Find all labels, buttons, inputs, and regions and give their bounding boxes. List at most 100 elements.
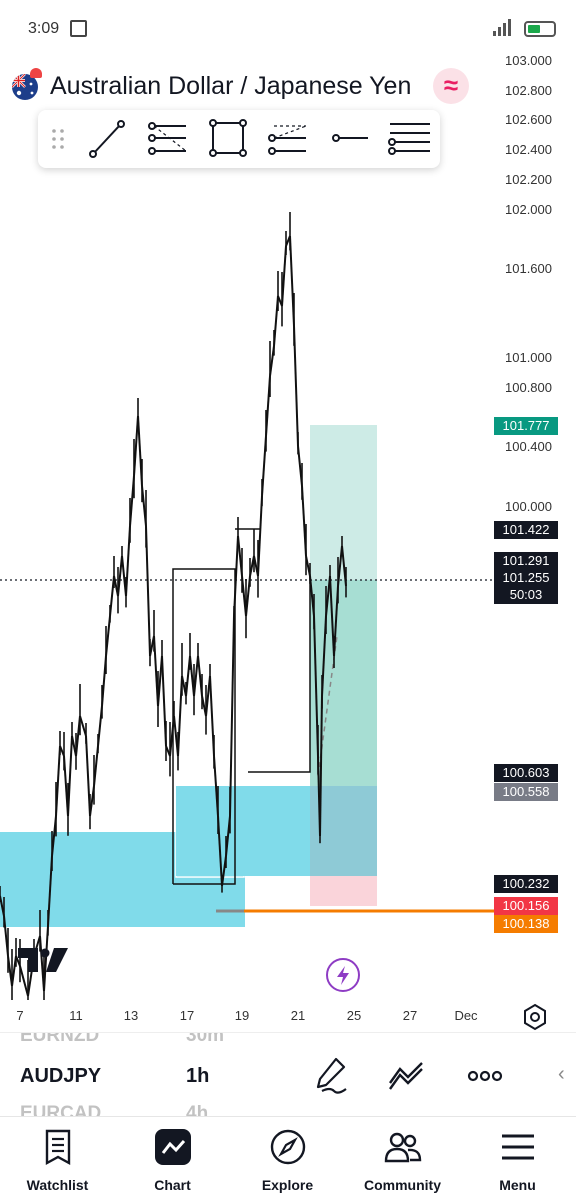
rectangle-icon[interactable] [200,110,256,168]
chart-icon [155,1129,191,1165]
price-tag: 100.232 [494,875,558,893]
price-path-segment [301,485,307,557]
price-path-segment [237,535,243,577]
price-path-segment [193,655,199,697]
price-tag: 100.138 [494,915,558,933]
price-path-segment [329,575,335,657]
fib-retracement-icon[interactable] [140,110,196,168]
price-axis-label: 100.400 [505,439,552,455]
price-axis-label: 103.000 [505,53,552,68]
price-path-segment [221,855,227,887]
parallel-channel-icon[interactable] [260,110,316,168]
settings-icon[interactable] [521,1003,549,1031]
price-tag: 100.156 [494,897,558,915]
price-path-segment [293,325,299,447]
price-path-segment [129,475,135,527]
price-chart[interactable]: 103.000 102.800 102.600 102.400 102.200 102.0… [0,53,576,1000]
nav-label-menu: Menu [499,1177,536,1193]
time-axis-label: 13 [123,1008,139,1023]
price-path-segment [145,525,151,657]
price-path-segment [105,615,111,657]
price-path-segment [125,525,131,597]
price-axis-label: 102.600 [505,112,552,128]
trend-line-icon[interactable] [80,110,136,168]
price-tag: 100.603 [494,764,558,782]
chart-canvas[interactable] [0,56,576,1000]
prev-interval[interactable]: 30m [186,1032,225,1046]
flash-button[interactable] [326,958,360,992]
time-axis-label: 11 [69,1008,83,1023]
price-path-segment [59,745,65,757]
price-path-segment [169,715,175,757]
chevron-left-icon[interactable]: ‹ [558,1063,565,1085]
price-path-segment [265,375,271,437]
price-path-segment [85,735,91,817]
price-axis-label: 102.000 [505,201,552,217]
price-tag: 100.558 [494,783,558,801]
price-path-segment [63,755,69,817]
horizontal-ray-icon[interactable] [320,110,376,168]
price-path-segment [19,965,29,997]
nav-label-watchlist: Watchlist [26,1177,89,1193]
price-path-segment [241,575,247,617]
horizontal-lines-icon[interactable] [380,110,436,168]
price-path-segment [15,955,21,967]
time-axis-label: 25 [346,1008,362,1023]
next-symbol[interactable]: EURCAD [20,1103,102,1116]
price-path-segment [309,575,315,617]
price-path-segment [269,345,275,377]
nav-explore[interactable]: Explore [230,1117,345,1200]
price-path-segment [209,675,215,757]
price-path-segment [7,955,13,987]
current-symbol[interactable]: AUDJPY [20,1065,102,1087]
price-path-segment [47,855,53,927]
price-path-segment [3,915,9,957]
price-axis-label: 100.000 [505,498,552,514]
current-price: 101.291 [502,553,550,568]
price-path-segment [197,655,203,697]
price-path-segment [133,415,139,477]
price-path-segment [273,295,279,347]
nav-community[interactable]: Community [345,1117,460,1200]
price-path-segment [93,745,99,787]
price-path-segment [319,695,323,837]
price-path-segment [97,705,103,747]
current-price-tag: 101.291 101.255 50:03 [494,552,558,604]
more-icon[interactable] [466,1055,504,1095]
stop-loss-zone[interactable] [310,876,377,906]
price-path-segment [109,575,115,617]
price-path-segment [261,435,267,497]
watchlist-icon [45,1129,71,1166]
symbol-title[interactable]: Australian Dollar / Japanese Yen [50,72,412,100]
price-axis-label: 102.400 [505,142,552,158]
target-zone-filled [310,580,377,786]
drag-handle-icon[interactable] [40,110,76,168]
price-axis-label: 101.000 [505,350,552,365]
nav-watchlist[interactable]: Watchlist [0,1117,115,1200]
australia-flag-icon [12,74,38,100]
price-tag: 101.422 [494,521,558,539]
current-interval[interactable]: 1h [186,1065,210,1087]
price-path-segment [333,585,339,657]
price-path-segment [79,715,87,737]
time-axis-label: 7 [16,1008,24,1023]
symbol-interval-row[interactable]: EURNZD 30m AUDJPY 1h EURCAD 4h ‹ [0,1032,576,1116]
time-axis[interactable]: 7 11 13 17 19 21 25 27 Dec [0,1002,576,1030]
symbol-header[interactable]: Australian Dollar / Japanese Yen ≈ [12,68,472,104]
indicators-button[interactable]: ≈ [433,68,469,104]
price-path-segment [75,715,81,757]
chart-type-icon[interactable] [388,1055,428,1095]
prev-symbol[interactable]: EURNZD [20,1032,100,1046]
gallery-icon [70,20,87,37]
price-path-segment [321,615,327,697]
nav-label-chart: Chart [154,1177,191,1193]
nav-chart[interactable]: Chart [115,1117,230,1200]
price-path-segment [257,495,263,577]
price-path-segment [249,555,255,577]
next-interval[interactable]: 4h [186,1103,209,1116]
price-path-segment [39,935,45,992]
pencil-icon[interactable] [314,1055,350,1095]
nav-menu[interactable]: Menu [460,1117,575,1200]
close-price: 101.255 [502,570,550,585]
price-path-segment [161,655,167,747]
